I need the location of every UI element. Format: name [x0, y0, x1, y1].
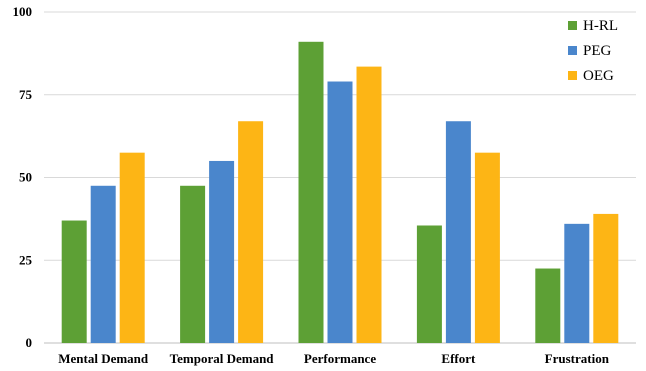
bar-peg-frustration	[564, 223, 590, 343]
x-axis-labels: Mental Demand Temporal Demand Performance E…	[58, 351, 609, 366]
legend-swatch	[568, 21, 577, 30]
y-tick-label: 50	[19, 170, 32, 185]
bar-h-rl-temporal-demand	[180, 185, 206, 343]
legend-label: PEG	[583, 43, 612, 59]
bar-h-rl-effort	[416, 225, 442, 343]
bar-oeg-temporal-demand	[238, 121, 264, 343]
bar-peg-mental-demand	[90, 185, 116, 343]
y-tick-label: 75	[19, 87, 33, 102]
y-tick-label: 25	[19, 252, 33, 267]
bar-peg-effort	[445, 121, 471, 343]
bar-h-rl-mental-demand	[61, 220, 87, 343]
bar-peg-performance	[327, 81, 353, 343]
y-tick-label: 0	[26, 335, 33, 350]
x-tick-label: Performance	[304, 351, 376, 366]
legend-swatch	[568, 46, 577, 55]
legend-swatch	[568, 71, 577, 80]
legend-label: OEG	[583, 68, 614, 84]
bar-oeg-frustration	[593, 213, 619, 343]
bar-h-rl-frustration	[535, 268, 561, 343]
y-axis-ticks: 0 25 50 75 100	[13, 4, 33, 350]
x-tick-label: Mental Demand	[58, 351, 149, 366]
bar-oeg-mental-demand	[119, 152, 145, 343]
bars	[61, 41, 619, 344]
x-tick-label: Temporal Demand	[170, 351, 275, 366]
bar-h-rl-performance	[298, 41, 324, 343]
bar-oeg-performance	[356, 66, 382, 344]
legend-label: H-RL	[583, 18, 618, 34]
x-tick-label: Effort	[441, 351, 476, 366]
legend: H-RL PEG OEG	[568, 18, 618, 84]
y-tick-label: 100	[13, 4, 33, 19]
x-tick-label: Frustration	[545, 351, 610, 366]
bar-peg-temporal-demand	[209, 160, 235, 343]
bar-oeg-effort	[474, 152, 500, 343]
